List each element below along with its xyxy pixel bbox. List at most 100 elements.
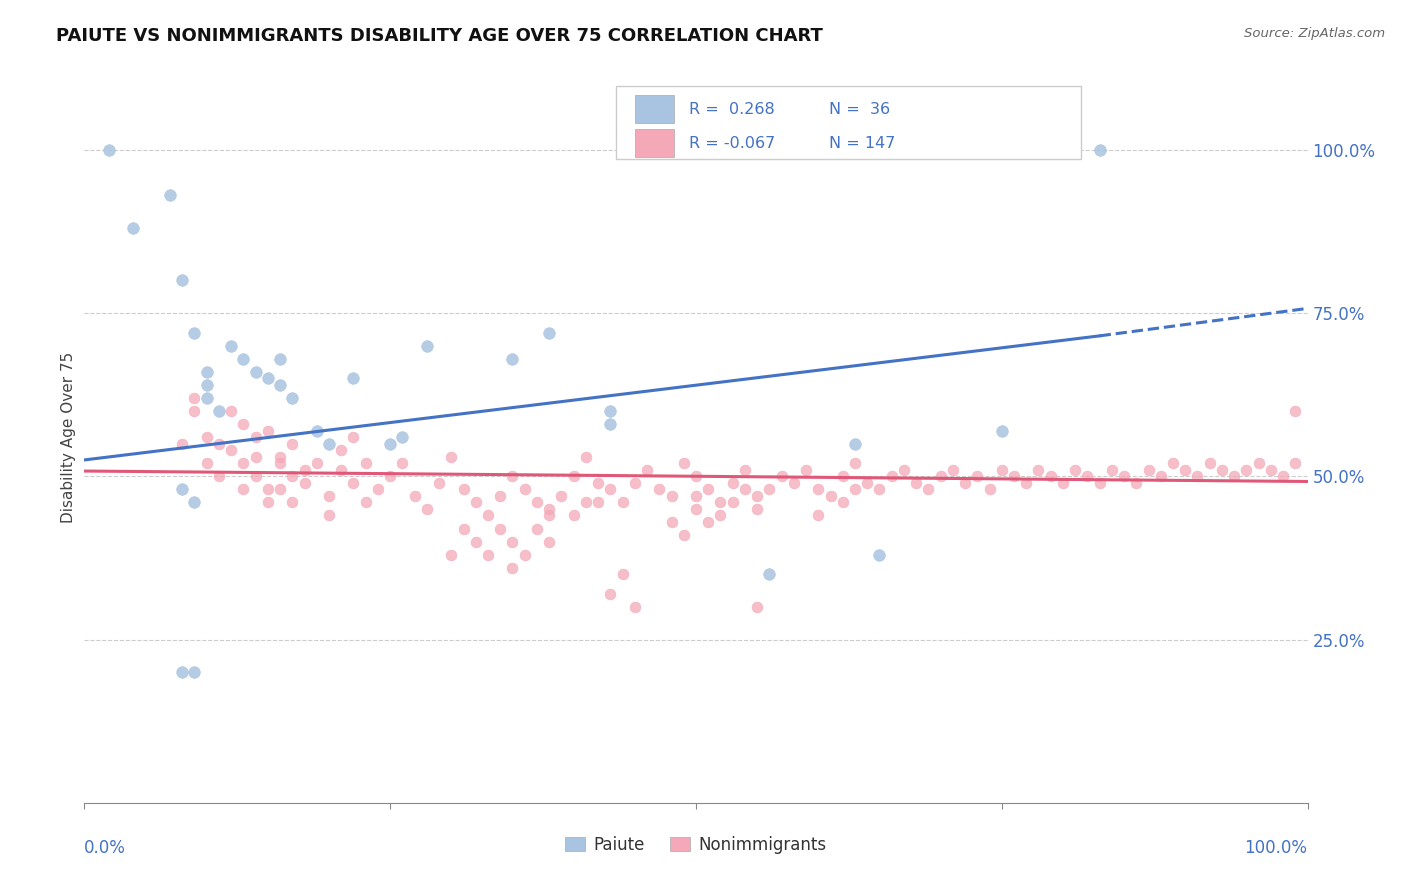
Point <box>416 339 439 353</box>
Y-axis label: Disability Age Over 75: Disability Age Over 75 <box>60 351 76 523</box>
Point <box>1247 456 1270 470</box>
Point <box>159 188 181 202</box>
Point <box>1101 463 1123 477</box>
Point <box>502 560 524 574</box>
Point <box>269 377 291 392</box>
Point <box>734 483 756 497</box>
Point <box>586 495 609 509</box>
Point <box>354 456 377 470</box>
Point <box>453 483 475 497</box>
Text: R = -0.067: R = -0.067 <box>689 136 775 151</box>
Point <box>502 469 524 483</box>
Point <box>844 483 866 497</box>
Text: 100.0%: 100.0% <box>1244 839 1308 857</box>
Point <box>232 483 254 497</box>
Point <box>1052 143 1074 157</box>
Point <box>183 391 205 405</box>
Point <box>477 548 499 562</box>
Point <box>172 483 194 497</box>
Point <box>318 436 340 450</box>
Point <box>477 508 499 523</box>
Point <box>257 371 280 385</box>
Point <box>269 450 291 464</box>
Point <box>661 515 683 529</box>
Point <box>991 463 1014 477</box>
Point <box>1198 456 1220 470</box>
Point <box>195 391 218 405</box>
Point <box>183 495 205 509</box>
Point <box>513 483 536 497</box>
Point <box>269 351 291 366</box>
Point <box>991 424 1014 438</box>
Point <box>672 456 695 470</box>
Point <box>709 495 731 509</box>
Point <box>1028 463 1050 477</box>
Point <box>245 430 267 444</box>
Point <box>538 326 561 340</box>
Point <box>502 351 524 366</box>
Point <box>219 404 242 418</box>
Point <box>1272 469 1295 483</box>
Text: N = 147: N = 147 <box>830 136 896 151</box>
Point <box>342 371 364 385</box>
Point <box>172 665 194 680</box>
Point <box>820 489 842 503</box>
Point <box>966 469 988 483</box>
Point <box>305 456 328 470</box>
Point <box>354 495 377 509</box>
Point <box>721 495 744 509</box>
Point <box>464 534 486 549</box>
Point <box>794 463 817 477</box>
Point <box>1088 143 1111 157</box>
Point <box>245 469 267 483</box>
Point <box>195 377 218 392</box>
Point <box>1236 463 1258 477</box>
Point <box>330 463 353 477</box>
Bar <box>636 95 673 123</box>
Point <box>440 548 463 562</box>
Point <box>856 475 879 490</box>
Point <box>294 463 316 477</box>
Point <box>1114 469 1136 483</box>
Point <box>599 417 621 431</box>
Point <box>758 567 780 582</box>
Point <box>979 483 1001 497</box>
Point <box>905 475 928 490</box>
Point <box>1039 469 1062 483</box>
Point <box>697 515 720 529</box>
Point <box>917 483 939 497</box>
Point <box>747 502 769 516</box>
Point <box>1137 463 1160 477</box>
Point <box>464 495 486 509</box>
FancyBboxPatch shape <box>616 86 1081 159</box>
Point <box>599 404 621 418</box>
Point <box>624 475 647 490</box>
Point <box>1284 404 1306 418</box>
Point <box>380 469 402 483</box>
Point <box>453 521 475 535</box>
Point <box>281 469 304 483</box>
Point <box>1002 469 1025 483</box>
Point <box>269 456 291 470</box>
Point <box>929 469 952 483</box>
Point <box>1076 469 1098 483</box>
Point <box>281 436 304 450</box>
Point <box>648 483 671 497</box>
Point <box>685 469 707 483</box>
Point <box>416 502 439 516</box>
Point <box>575 495 598 509</box>
Point <box>195 456 218 470</box>
Point <box>1174 463 1197 477</box>
Point <box>1284 456 1306 470</box>
Point <box>880 469 903 483</box>
Point <box>294 475 316 490</box>
Point <box>612 495 634 509</box>
Point <box>1125 475 1147 490</box>
Point <box>599 483 621 497</box>
Point <box>661 489 683 503</box>
Point <box>232 351 254 366</box>
Point <box>685 502 707 516</box>
Point <box>1223 469 1246 483</box>
Point <box>807 508 830 523</box>
Point <box>1088 475 1111 490</box>
